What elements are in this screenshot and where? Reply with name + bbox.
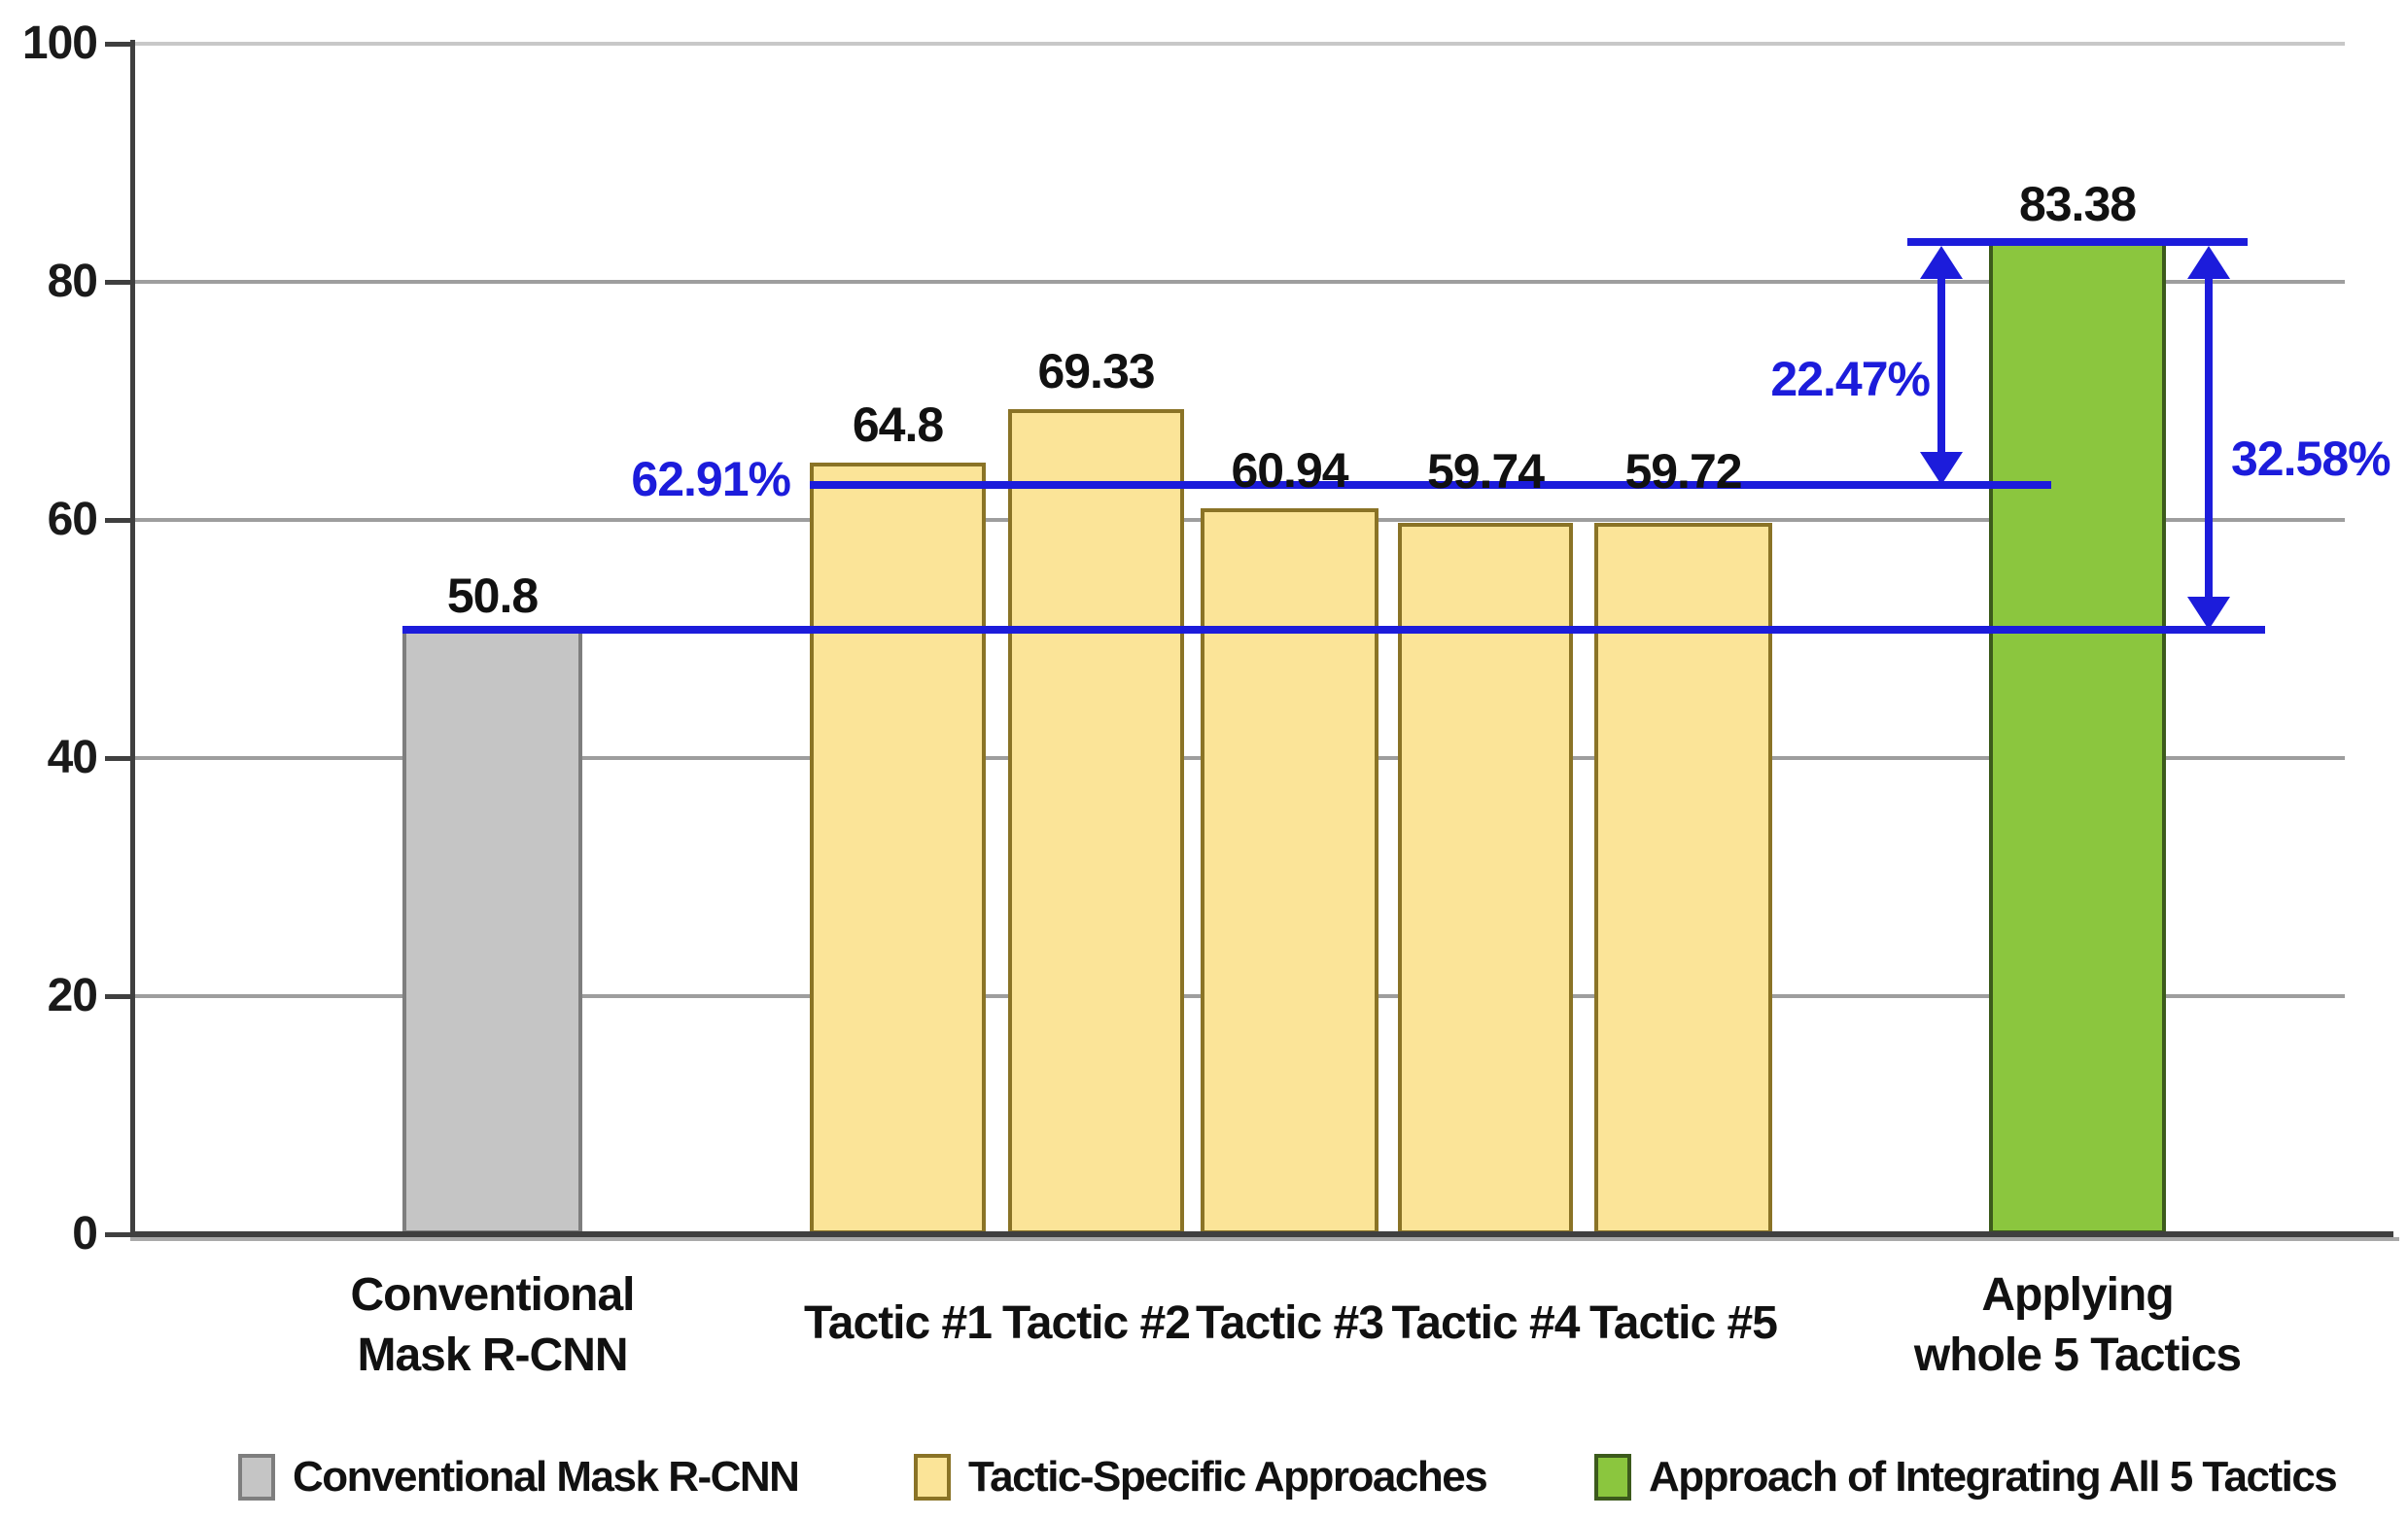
y-tick-label-0: 0 (72, 1208, 98, 1260)
category-label-line: Tactic #3 (1196, 1297, 1384, 1349)
delta-arrow-32-58 (2187, 246, 2230, 630)
value-label-conventional-mask-r-cnn: 50.8 (446, 569, 539, 623)
value-label-tactic-4: 59.74 (1426, 444, 1545, 499)
x-axis (130, 1231, 2393, 1237)
legend-label-tactic-specific: Tactic-Specific Approaches (968, 1453, 1488, 1501)
reference-line-50-8 (402, 626, 2265, 634)
bar-conventional-mask-r-cnn (402, 630, 582, 1234)
category-label-line: Tactic #4 (1391, 1297, 1581, 1349)
category-label-tactic-3: Tactic #3 (1057, 1294, 1523, 1354)
category-label-tactic-4: Tactic #4 (1252, 1294, 1719, 1354)
delta-arrow-32-58-tri-down (2187, 597, 2230, 630)
legend-label-conventional: Conventional Mask R-CNN (293, 1453, 800, 1501)
value-label-tactic-5: 59.72 (1624, 444, 1742, 499)
category-label-line: Tactic #1 (804, 1297, 993, 1349)
delta-arrow-32-58-shaft (2205, 265, 2213, 610)
delta-arrow-22-47 (1920, 246, 1963, 485)
legend-swatch-conventional (238, 1454, 275, 1501)
y-tick-80 (105, 280, 133, 285)
category-label-applying-whole-5-tactics: Applying whole 5 Tactics (1844, 1265, 2311, 1386)
legend-item-tactic-specific: Tactic-Specific Approaches (914, 1452, 1488, 1502)
legend-swatch-integrated (1594, 1454, 1631, 1501)
y-tick-label-60: 60 (47, 494, 98, 545)
category-label-line: whole 5 Tactics (1913, 1329, 2242, 1381)
category-label-line: Applying (1981, 1269, 2174, 1321)
y-tick-20 (105, 994, 133, 999)
legend: Conventional Mask R-CNN Tactic-Specific … (0, 1446, 2408, 1504)
annotation-gain-22-47: 22.47% (1770, 352, 1931, 406)
y-tick-60 (105, 518, 133, 523)
y-axis (130, 40, 135, 1237)
x-axis-shadow (130, 1237, 2399, 1241)
bar-tactic-4 (1398, 523, 1573, 1234)
annotation-gain-32-58: 32.58% (2231, 432, 2391, 486)
category-label-tactic-2: Tactic #2 (863, 1294, 1330, 1354)
delta-arrow-22-47-tri-down (1920, 452, 1963, 485)
category-label-conventional-mask-r-cnn: Conventional Mask R-CNN (260, 1265, 726, 1386)
y-tick-label-20: 20 (47, 970, 98, 1021)
gridline-80 (133, 280, 2345, 284)
y-tick-label-80: 80 (47, 256, 98, 307)
gridline-100 (133, 42, 2345, 46)
bar-applying-whole-5-tactics (1989, 242, 2166, 1234)
y-tick-40 (105, 756, 133, 761)
delta-arrow-22-47-shaft (1937, 265, 1945, 466)
category-label-tactic-1: Tactic #1 (665, 1294, 1132, 1354)
value-label-tactic-2: 69.33 (1037, 344, 1155, 398)
category-label-line: Conventional (350, 1269, 635, 1321)
reference-line-83-38 (1907, 238, 2248, 246)
bar-tactic-3 (1201, 508, 1378, 1234)
legend-swatch-tactic-specific (914, 1454, 951, 1501)
legend-label-integrated: Approach of Integrating All 5 Tactics (1649, 1453, 2338, 1501)
y-tick-label-40: 40 (47, 732, 98, 783)
annotation-average-62-91: 62.91% (631, 452, 791, 506)
category-label-line: Tactic #2 (1002, 1297, 1191, 1349)
value-label-tactic-3: 60.94 (1231, 443, 1348, 498)
legend-item-conventional: Conventional Mask R-CNN (238, 1452, 800, 1502)
value-label-tactic-1: 64.8 (852, 397, 944, 452)
y-tick-label-100: 100 (21, 17, 98, 69)
bar-tactic-2 (1008, 409, 1184, 1234)
y-tick-100 (105, 42, 133, 47)
bar-tactic-5 (1594, 523, 1772, 1234)
bar-tactic-1 (810, 463, 986, 1234)
category-label-tactic-5: Tactic #5 (1450, 1294, 1917, 1354)
category-label-line: Mask R-CNN (357, 1329, 628, 1381)
legend-item-integrated: Approach of Integrating All 5 Tactics (1594, 1452, 2338, 1502)
reference-line-62-91 (810, 481, 2051, 489)
y-tick-0 (105, 1232, 133, 1237)
value-label-applying-whole-5-tactics: 83.38 (2018, 177, 2137, 231)
category-label-line: Tactic #5 (1589, 1297, 1778, 1349)
